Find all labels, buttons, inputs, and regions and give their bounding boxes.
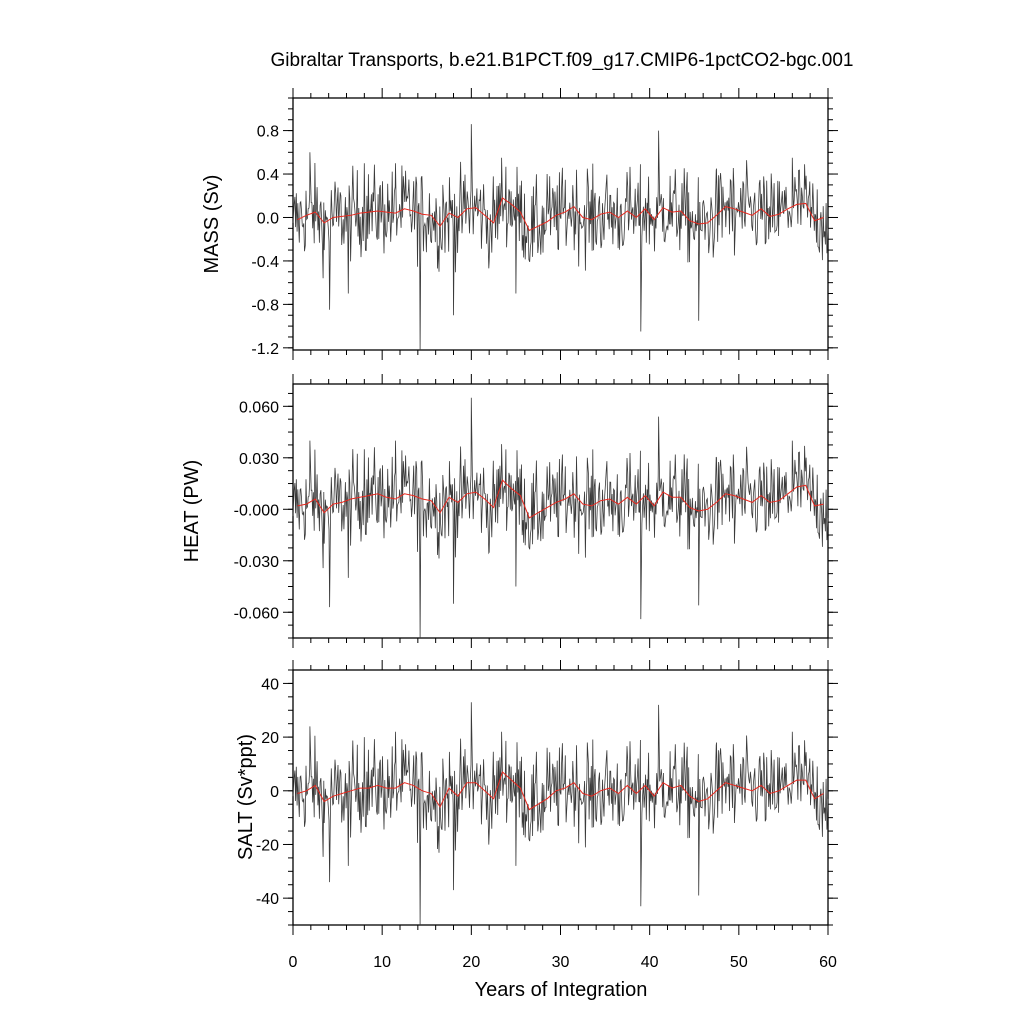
x-tick-label: 50 (730, 954, 748, 971)
heat-y-axis-label: HEAT (PW) (181, 460, 203, 563)
salt-ytick-label: -20 (256, 837, 279, 854)
x-tick-label: 60 (819, 954, 837, 971)
x-tick-label: 20 (462, 954, 480, 971)
x-tick-labels: 0 10 20 30 40 50 60 (289, 954, 837, 971)
mass-ytick-label: 0.8 (257, 124, 279, 141)
heat-panel: 0.060 0.030 -0.000 -0.030 -0.060 HEAT (PW) (181, 374, 838, 648)
salt-ytick-label: 40 (261, 676, 279, 693)
mass-y-axis-label: MASS (Sv) (201, 175, 223, 274)
x-tick-label: 30 (552, 954, 570, 971)
heat-ytick-label: 0.060 (239, 399, 279, 416)
mass-ticks: 0.8 0.4 0.0 -0.4 -0.8 -1.2 (251, 88, 838, 360)
mass-plot-frame (292, 97, 829, 351)
salt-panel: 40 20 0 -20 -40 SALT (Sv*ppt) 0 10 20 30 40 50 60 (235, 660, 838, 971)
x-axis-label: Years of Integration (475, 979, 648, 1001)
mass-ytick-label: 0.0 (257, 210, 279, 227)
salt-annual-mean-line (297, 771, 824, 811)
mass-ytick-label: -0.8 (251, 297, 279, 314)
x-tick-label: 40 (641, 954, 659, 971)
mass-ytick-label: -0.4 (251, 254, 279, 271)
salt-y-axis-label: SALT (Sv*ppt) (235, 734, 257, 860)
heat-ytick-label: 0.030 (239, 451, 279, 468)
heat-ytick-label: -0.000 (234, 502, 279, 519)
salt-ytick-label: 0 (270, 784, 279, 801)
heat-ytick-label: -0.060 (234, 605, 279, 622)
heat-ticks: 0.060 0.030 -0.000 -0.030 -0.060 (234, 374, 838, 648)
heat-plot-frame (292, 383, 829, 639)
mass-annual-mean-line (297, 197, 824, 232)
heat-ytick-label: -0.030 (234, 554, 279, 571)
heat-series (292, 397, 829, 639)
chart-title: Gibraltar Transports, b.e21.B1PCT.f09_g1… (271, 50, 854, 71)
mass-ytick-label: -1.2 (251, 341, 279, 358)
salt-plot-frame (292, 669, 829, 926)
mass-panel: 0.8 0.4 0.0 -0.4 -0.8 -1.2 MASS (Sv) (201, 88, 838, 360)
salt-ytick-label: -40 (256, 891, 279, 908)
mass-ytick-label: 0.4 (257, 167, 279, 184)
x-tick-label: 10 (373, 954, 391, 971)
salt-series (292, 702, 829, 926)
heat-monthly-series-line (292, 397, 829, 639)
x-tick-label: 0 (289, 954, 298, 971)
mass-monthly-series-line (292, 124, 829, 351)
salt-monthly-series-line (292, 702, 829, 926)
mass-series (292, 124, 829, 351)
heat-annual-mean-line (297, 479, 824, 519)
salt-ticks: 40 20 0 -20 -40 (256, 660, 838, 935)
salt-ytick-label: 20 (261, 730, 279, 747)
